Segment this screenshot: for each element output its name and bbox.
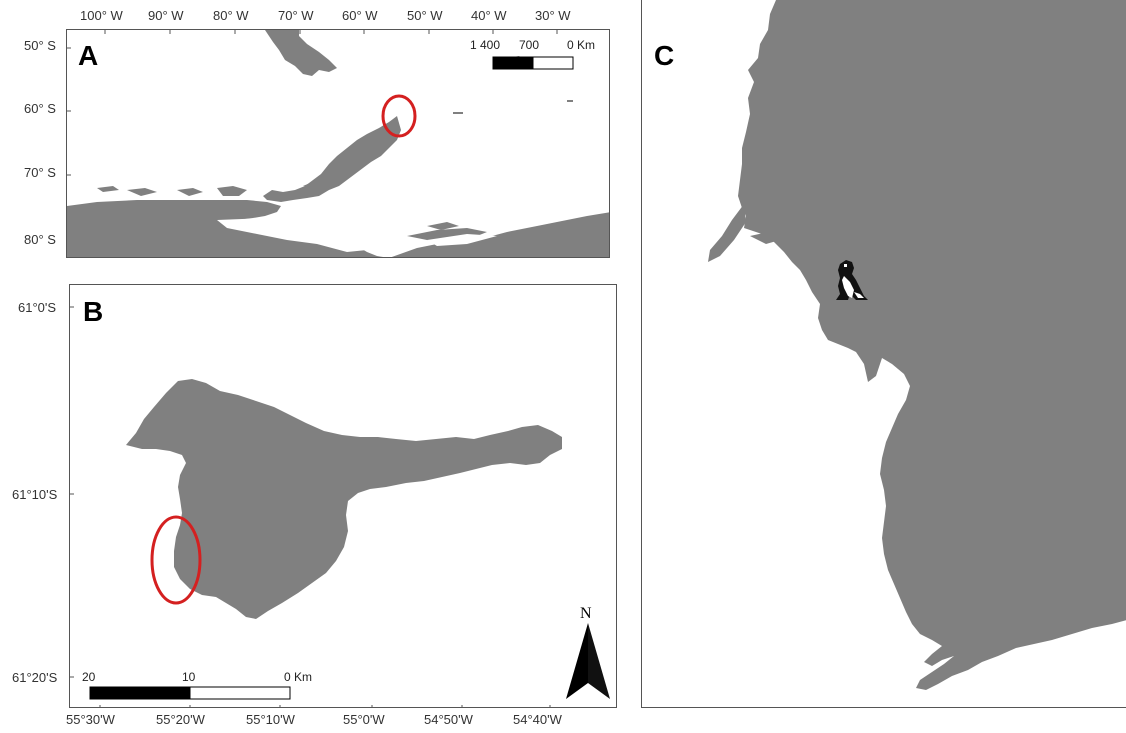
scalebar-label: 20 [82, 670, 96, 684]
lon-label: 80° W [213, 8, 249, 23]
panel-c-map-svg [708, 0, 1126, 690]
lat-label: 80° S [24, 232, 56, 247]
coastline-landmass [738, 0, 1126, 690]
panel-b-scalebar [89, 686, 291, 700]
lon-label: 70° W [278, 8, 314, 23]
lon-label: 60° W [342, 8, 378, 23]
north-arrow-icon [566, 623, 610, 699]
scalebar-label: 1 400 [470, 38, 501, 52]
panel-a-map-svg [67, 30, 609, 257]
lon-label: 40° W [471, 8, 507, 23]
lon-label: 55°10'W [246, 712, 295, 727]
study-area-highlight [381, 94, 417, 138]
scalebar-label: 10 [182, 670, 196, 684]
lon-label: 100° W [80, 8, 123, 23]
lat-label: 60° S [24, 101, 56, 116]
lat-label: 70° S [24, 165, 56, 180]
study-site-highlight [150, 515, 202, 605]
lat-label: 61°20'S [12, 670, 58, 685]
panel-b-map-frame [69, 284, 617, 708]
panel-c-map-frame [641, 0, 1126, 708]
scalebar-label: 0 Km [567, 38, 596, 52]
lon-label: 55°0'W [343, 712, 385, 727]
island-landmass [126, 379, 562, 619]
lon-label: 54°40'W [513, 712, 562, 727]
panel-a-scalebar [492, 56, 574, 70]
scalebar-label: 700 [519, 38, 540, 52]
lon-label: 50° W [407, 8, 443, 23]
lon-label: 90° W [148, 8, 184, 23]
lon-label: 30° W [535, 8, 571, 23]
panel-a-ticks [67, 30, 558, 243]
panel-b-map-svg [70, 306, 610, 707]
north-label: N [580, 605, 592, 622]
south-america-landmass [265, 30, 337, 76]
panel-b-ticks [70, 306, 551, 707]
lon-label: 55°20'W [156, 712, 205, 727]
lon-label: 55°30'W [66, 712, 115, 727]
panel-a-letter: A [78, 40, 99, 71]
lon-label: 54°50'W [424, 712, 473, 727]
panel-a-map-frame [66, 29, 610, 258]
lat-label: 61°10'S [12, 487, 58, 502]
lat-label: 50° S [24, 38, 56, 53]
panel-b-letter: B [83, 296, 104, 327]
scalebar-label: 0 Km [284, 670, 313, 684]
antarctica-landmass [67, 200, 609, 257]
panel-c-letter: C [654, 40, 675, 71]
lat-label: 61°0'S [18, 300, 57, 315]
penguin-icon [836, 260, 868, 300]
antarctic-peninsula-landmass [263, 116, 401, 202]
